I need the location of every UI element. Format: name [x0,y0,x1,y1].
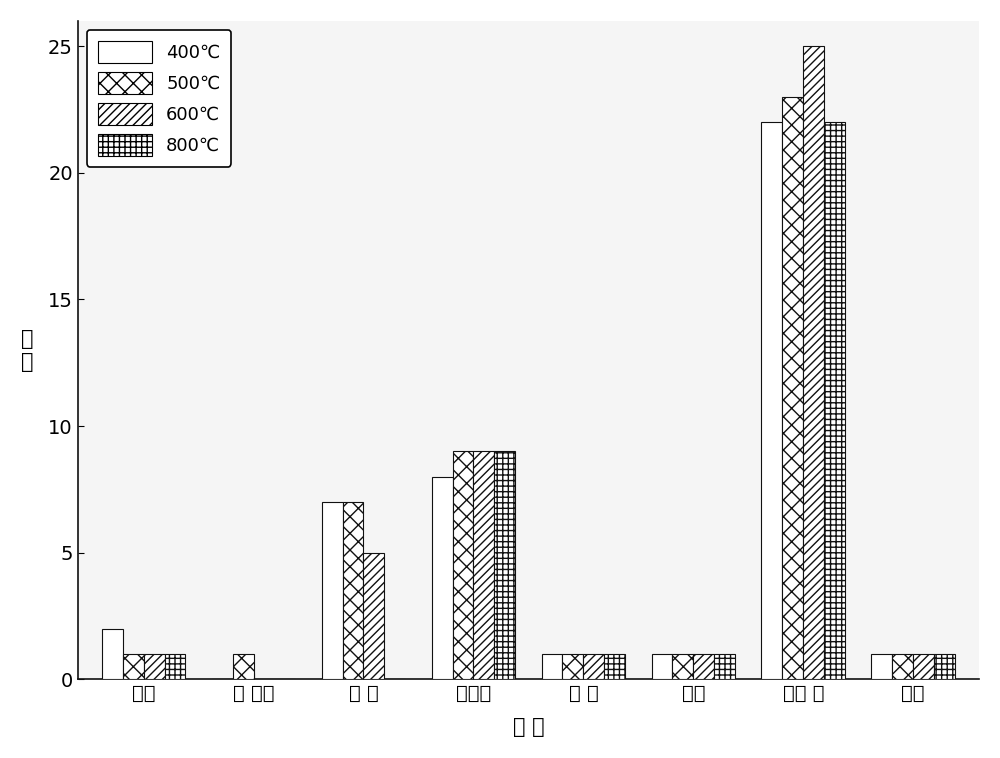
Bar [542,654,562,679]
Bar [494,452,515,679]
Bar [803,46,824,679]
Bar [432,477,453,679]
Bar [363,553,384,679]
Bar [604,654,625,679]
Bar [892,654,913,679]
Bar [761,122,782,679]
Bar [782,97,803,679]
Bar [453,452,473,679]
Bar [913,654,934,679]
Bar [144,654,165,679]
Y-axis label: 个
数: 个 数 [21,328,33,371]
Bar [693,654,714,679]
Bar [934,654,955,679]
Bar [652,654,672,679]
Legend: 400℃, 500℃, 600℃, 800℃: 400℃, 500℃, 600℃, 800℃ [87,30,231,167]
Bar [123,654,144,679]
Bar [233,654,254,679]
Bar [322,502,343,679]
Bar [562,654,583,679]
Bar [714,654,735,679]
Bar [165,654,185,679]
X-axis label: 类 别: 类 别 [513,717,544,738]
Bar [871,654,892,679]
Bar [343,502,363,679]
Bar [473,452,494,679]
Bar [672,654,693,679]
Bar [583,654,604,679]
Bar [824,122,845,679]
Bar [102,628,123,679]
